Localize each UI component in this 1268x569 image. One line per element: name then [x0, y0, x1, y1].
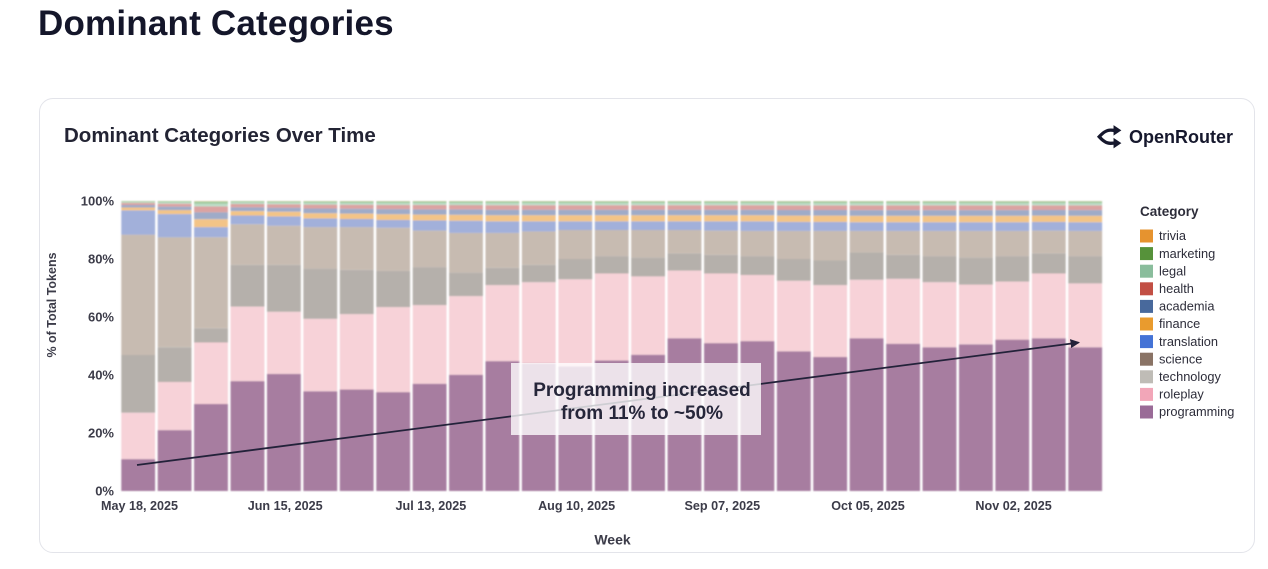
- svg-text:OpenRouter: OpenRouter: [1129, 127, 1233, 147]
- svg-text:from 11% to ~50%: from 11% to ~50%: [561, 403, 723, 424]
- svg-text:health: health: [1159, 281, 1194, 296]
- svg-text:Jul 13, 2025: Jul 13, 2025: [396, 499, 467, 513]
- svg-text:Programming increased: Programming increased: [533, 380, 751, 401]
- svg-text:trivia: trivia: [1159, 228, 1187, 243]
- svg-text:80%: 80%: [88, 251, 114, 266]
- svg-text:Aug 10, 2025: Aug 10, 2025: [538, 499, 615, 513]
- svg-text:Nov 02, 2025: Nov 02, 2025: [975, 499, 1051, 513]
- svg-text:Oct 05, 2025: Oct 05, 2025: [831, 499, 905, 513]
- svg-text:Category: Category: [1140, 204, 1199, 219]
- svg-text:20%: 20%: [88, 425, 114, 440]
- svg-text:100%: 100%: [81, 193, 115, 208]
- svg-text:translation: translation: [1159, 334, 1218, 349]
- svg-text:0%: 0%: [95, 483, 114, 498]
- svg-text:finance: finance: [1159, 316, 1200, 331]
- svg-text:academia: academia: [1159, 299, 1215, 314]
- svg-text:% of Total Tokens: % of Total Tokens: [45, 252, 59, 357]
- svg-text:Sep 07, 2025: Sep 07, 2025: [684, 499, 760, 513]
- svg-text:technology: technology: [1159, 369, 1221, 384]
- svg-text:programming: programming: [1159, 404, 1234, 419]
- svg-text:marketing: marketing: [1159, 246, 1215, 261]
- svg-text:40%: 40%: [88, 367, 114, 382]
- svg-text:roleplay: roleplay: [1159, 387, 1204, 402]
- svg-text:Jun 15, 2025: Jun 15, 2025: [248, 499, 323, 513]
- svg-text:legal: legal: [1159, 263, 1186, 278]
- svg-text:May 18, 2025: May 18, 2025: [101, 499, 178, 513]
- svg-text:60%: 60%: [88, 309, 114, 324]
- svg-text:Week: Week: [594, 532, 631, 548]
- svg-text:science: science: [1159, 351, 1202, 366]
